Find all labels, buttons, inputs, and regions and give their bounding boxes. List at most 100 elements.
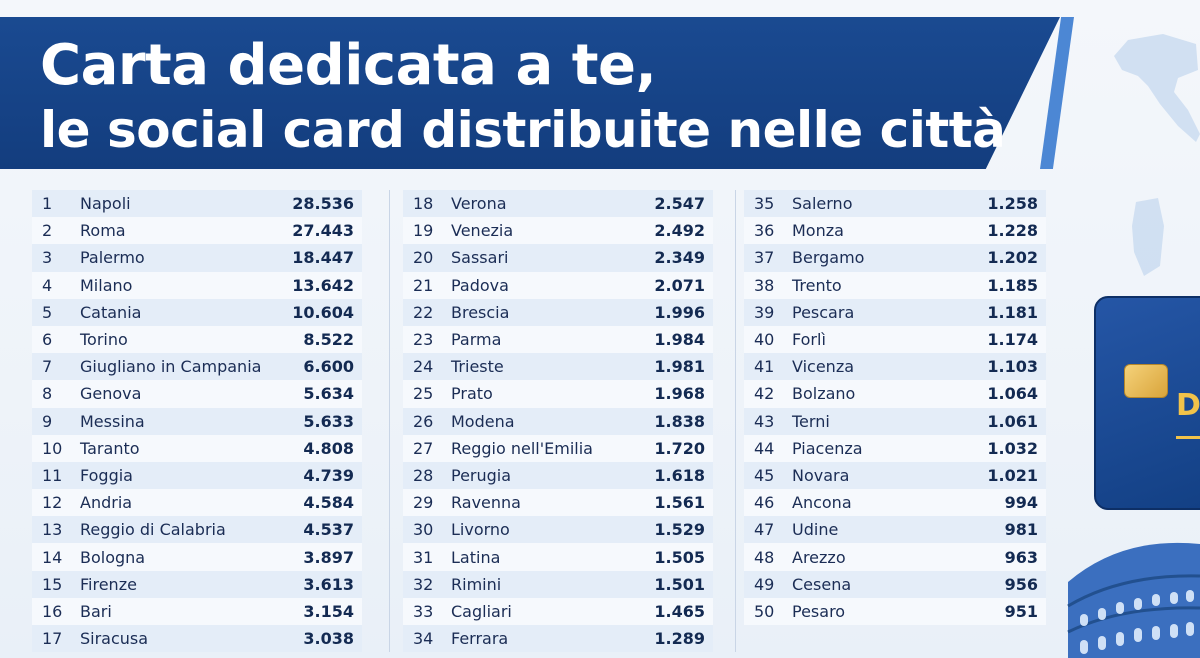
rank-cell: 7 — [42, 357, 53, 377]
table-row: 48 Arezzo 963 — [744, 543, 1046, 571]
table-row: 11 Foggia 4.739 — [32, 461, 362, 490]
city-cell: Forlì — [792, 330, 826, 350]
city-cell: Ancona — [792, 493, 852, 513]
city-cell: Parma — [451, 330, 502, 350]
rank-cell: 36 — [754, 221, 775, 241]
city-cell: Torino — [80, 330, 128, 350]
value-cell: 1.202 — [987, 248, 1038, 268]
value-cell: 6.600 — [303, 357, 354, 377]
italy-map-icon — [1114, 34, 1200, 276]
city-cell: Bolzano — [792, 384, 856, 404]
city-cell: Andria — [80, 493, 133, 513]
rank-cell: 49 — [754, 574, 775, 594]
value-cell: 951 — [1004, 601, 1038, 621]
table-row: 7 Giugliano in Campania 6.600 — [32, 353, 362, 381]
city-cell: Firenze — [80, 574, 137, 594]
value-cell: 3.154 — [303, 601, 354, 621]
city-cell: Messina — [80, 411, 145, 431]
value-cell: 981 — [1004, 520, 1038, 540]
table-row: 23 Parma 1.984 — [403, 325, 713, 354]
table-row: 19 Venezia 2.492 — [403, 217, 713, 245]
value-cell: 2.492 — [654, 221, 705, 241]
city-cell: Verona — [451, 194, 507, 214]
rank-cell: 38 — [754, 275, 775, 295]
city-cell: Terni — [792, 411, 830, 431]
card-label: D — [1176, 388, 1200, 423]
table-row: 13 Reggio di Calabria 4.537 — [32, 516, 362, 544]
column-divider — [735, 190, 736, 652]
table-row: 20 Sassari 2.349 — [403, 244, 713, 272]
rank-cell: 41 — [754, 357, 775, 377]
colosseum-icon — [1067, 542, 1200, 658]
table-row: 47 Udine 981 — [744, 516, 1046, 544]
rank-cell: 18 — [413, 194, 434, 214]
city-cell: Latina — [451, 547, 501, 567]
value-cell: 1.185 — [987, 275, 1038, 295]
city-cell: Trieste — [451, 357, 504, 377]
rank-cell: 37 — [754, 248, 775, 268]
city-cell: Genova — [80, 384, 142, 404]
value-cell: 3.038 — [303, 629, 354, 649]
rank-cell: 22 — [413, 302, 434, 322]
table-row: 26 Modena 1.838 — [403, 407, 713, 435]
rank-cell: 23 — [413, 330, 434, 350]
rank-cell: 44 — [754, 438, 775, 458]
rank-cell: 12 — [42, 493, 63, 513]
table-row: 46 Ancona 994 — [744, 489, 1046, 517]
city-cell: Venezia — [451, 221, 514, 241]
rank-cell: 42 — [754, 384, 775, 404]
value-cell: 1.984 — [654, 330, 705, 350]
value-cell: 1.720 — [654, 438, 705, 458]
rank-cell: 48 — [754, 547, 775, 567]
rank-cell: 6 — [42, 330, 53, 350]
rank-cell: 26 — [413, 411, 434, 431]
column-divider — [389, 190, 390, 652]
header-banner — [0, 17, 1060, 169]
ranking-column-2: 18 Verona 2.547 19 Venezia 2.492 20 Sassari 2.34… — [403, 190, 713, 653]
value-cell: 1.174 — [987, 330, 1038, 350]
value-cell: 994 — [1004, 493, 1038, 513]
value-cell: 1.561 — [654, 493, 705, 513]
rank-cell: 16 — [42, 601, 63, 621]
table-row: 10 Taranto 4.808 — [32, 434, 362, 462]
table-row: 32 Rimini 1.501 — [403, 570, 713, 598]
value-cell: 4.537 — [303, 520, 354, 540]
table-row: 30 Livorno 1.529 — [403, 516, 713, 544]
value-cell: 18.447 — [292, 248, 354, 268]
value-cell: 1.838 — [654, 411, 705, 431]
table-row: 9 Messina 5.633 — [32, 407, 362, 435]
table-row: 16 Bari 3.154 — [32, 597, 362, 625]
value-cell: 1.465 — [654, 601, 705, 621]
value-cell: 1.996 — [654, 302, 705, 322]
city-cell: Ferrara — [451, 629, 509, 649]
table-row: 29 Ravenna 1.561 — [403, 489, 713, 517]
city-cell: Cesena — [792, 574, 852, 594]
city-cell: Piacenza — [792, 438, 863, 458]
table-row: 33 Cagliari 1.465 — [403, 597, 713, 625]
value-cell: 1.258 — [987, 194, 1038, 214]
value-cell: 10.604 — [292, 302, 354, 322]
value-cell: 1.618 — [654, 465, 705, 485]
city-cell: Napoli — [80, 194, 131, 214]
city-cell: Bergamo — [792, 248, 865, 268]
table-row: 25 Prato 1.968 — [403, 380, 713, 408]
table-row: 50 Pesaro 951 — [744, 597, 1046, 625]
rank-cell: 9 — [42, 411, 53, 431]
card-underline — [1176, 436, 1200, 439]
city-cell: Novara — [792, 465, 850, 485]
rank-cell: 20 — [413, 248, 434, 268]
rank-cell: 40 — [754, 330, 775, 350]
social-card-image: D — [1094, 296, 1200, 510]
table-row: 36 Monza 1.228 — [744, 217, 1046, 245]
city-cell: Trento — [792, 275, 842, 295]
value-cell: 2.349 — [654, 248, 705, 268]
rank-cell: 13 — [42, 520, 63, 540]
value-cell: 4.808 — [303, 438, 354, 458]
table-row: 45 Novara 1.021 — [744, 461, 1046, 490]
table-row: 6 Torino 8.522 — [32, 325, 362, 354]
table-row: 39 Pescara 1.181 — [744, 298, 1046, 326]
table-row: 5 Catania 10.604 — [32, 298, 362, 326]
rank-cell: 8 — [42, 384, 53, 404]
value-cell: 1.032 — [987, 438, 1038, 458]
city-cell: Pescara — [792, 302, 855, 322]
